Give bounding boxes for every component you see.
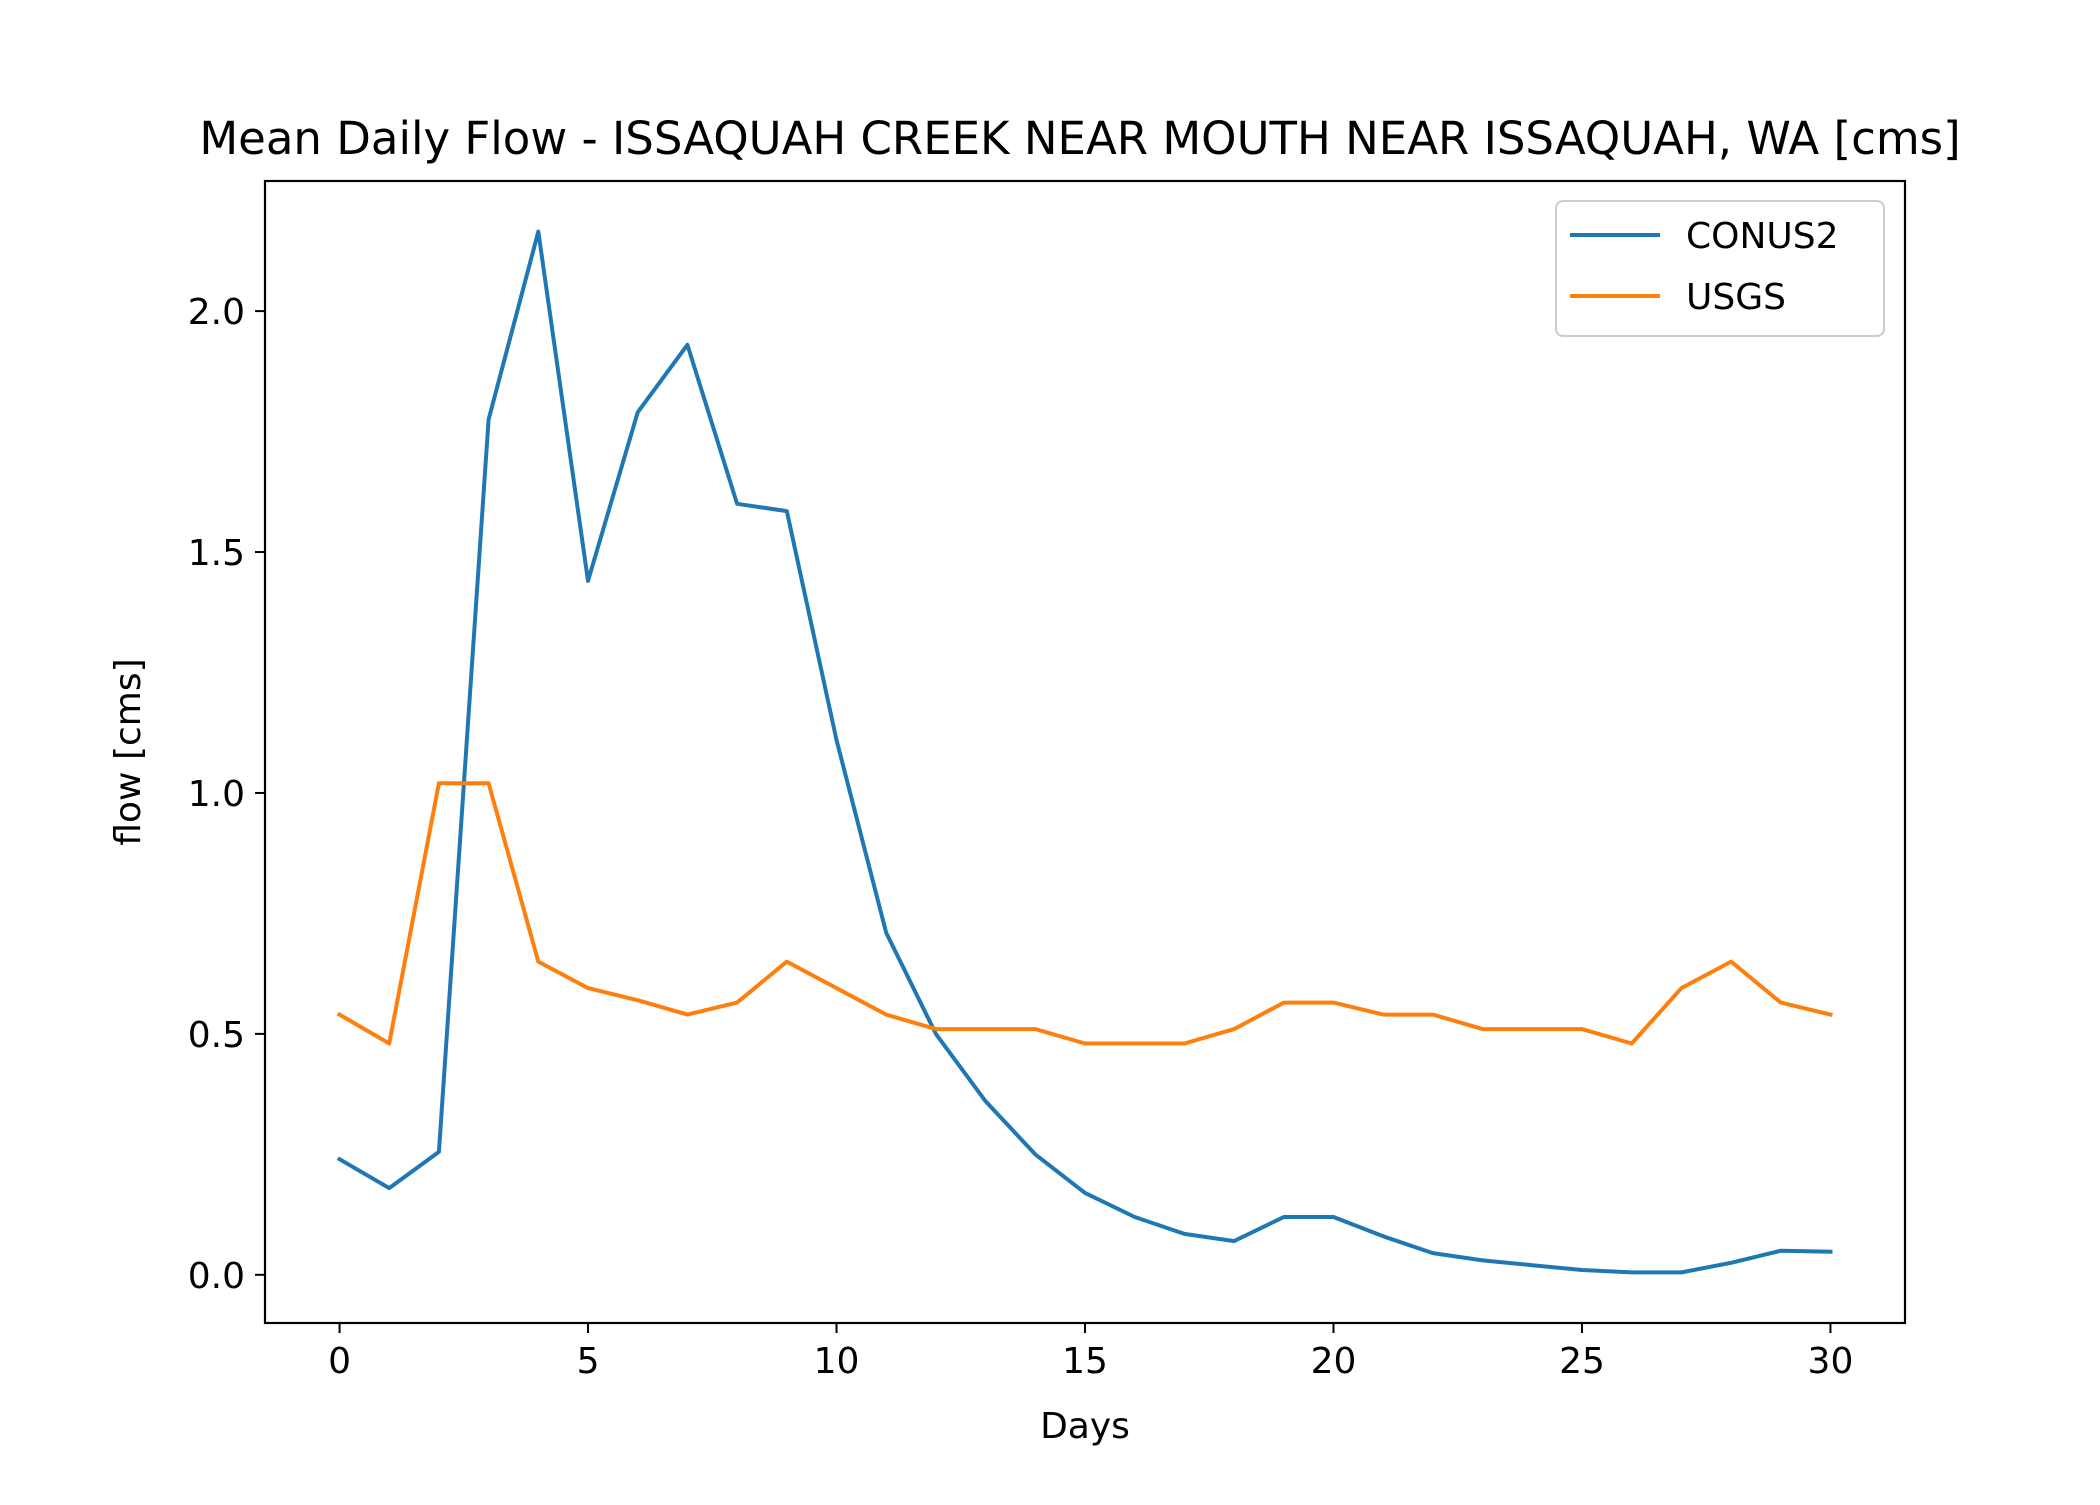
x-axis: 0 5 10 15 20 25 30: [328, 1323, 1853, 1382]
y-tick-label: 1.5: [188, 533, 245, 574]
y-axis-label: flow [cms]: [108, 658, 149, 845]
x-tick-label: 5: [577, 1341, 600, 1382]
x-axis-label: Days: [1040, 1406, 1130, 1447]
x-tick-label: 15: [1062, 1341, 1108, 1382]
x-tick-label: 20: [1311, 1341, 1357, 1382]
y-axis: 0.0 0.5 1.0 1.5 2.0: [188, 292, 265, 1297]
x-tick-label: 30: [1808, 1341, 1854, 1382]
series-line-conus2: [336, 229, 1833, 1275]
legend: CONUS2 USGS: [1555, 200, 1885, 337]
x-tick-label: 0: [328, 1341, 351, 1382]
plot-lines: [336, 229, 1833, 1275]
legend-label: USGS: [1686, 277, 1786, 318]
x-tick-label: 10: [814, 1341, 860, 1382]
legend-label: CONUS2: [1686, 216, 1839, 257]
series-line-usgs: [336, 781, 1833, 1046]
y-tick-label: 0.0: [188, 1256, 245, 1297]
plot-frame: [263, 179, 1907, 1325]
x-tick-label: 25: [1559, 1341, 1605, 1382]
y-tick-label: 2.0: [188, 292, 245, 333]
y-tick-label: 1.0: [188, 774, 245, 815]
chart-title: Mean Daily Flow - ISSAQUAH CREEK NEAR MO…: [199, 112, 1960, 165]
y-tick-label: 0.5: [188, 1015, 245, 1056]
